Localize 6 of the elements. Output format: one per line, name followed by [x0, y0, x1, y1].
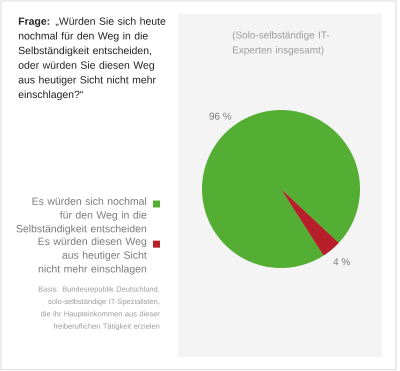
data-label: 4 % [333, 258, 350, 266]
chart-title: Frage: „Würden Sie sich heute nochmal für den Weg in die Selbständigkeit entscheiden, oder würden Sie diesen Weg aus heutiger Sicht nicht mehr einschlagen?“ [18, 17, 166, 100]
legend-label: Es würden sich nochmal für den Weg in die Selbständigkeit entscheiden [16, 197, 146, 234]
data-label: 96 % [209, 112, 232, 120]
chart-subtitle: (Solo-selbständige IT-Experten insgesamt) [232, 31, 330, 56]
legend-label: Es würden diesen Weg aus heutiger Sicht nicht mehr einschlagen [38, 237, 147, 275]
